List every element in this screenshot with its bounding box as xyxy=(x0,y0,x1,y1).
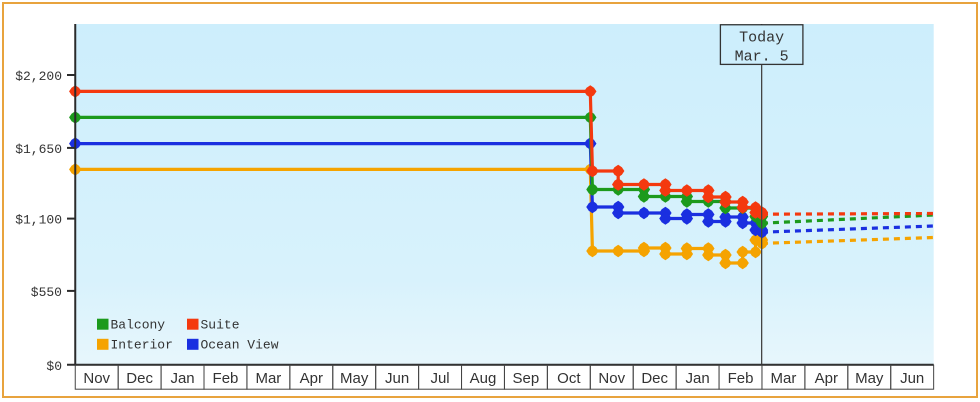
svg-text:Interior: Interior xyxy=(111,338,173,353)
svg-text:Ocean View: Ocean View xyxy=(201,338,279,353)
svg-text:Mar. 5: Mar. 5 xyxy=(735,49,789,66)
svg-text:Feb: Feb xyxy=(728,370,754,387)
svg-text:Nov: Nov xyxy=(598,370,625,387)
svg-text:Mar: Mar xyxy=(771,370,797,387)
svg-text:$1,100: $1,100 xyxy=(15,213,62,228)
svg-text:$550: $550 xyxy=(31,285,62,300)
svg-text:Mar: Mar xyxy=(255,370,281,387)
svg-text:Apr: Apr xyxy=(815,370,838,387)
svg-text:Aug: Aug xyxy=(470,370,497,387)
svg-text:Jan: Jan xyxy=(170,370,194,387)
svg-text:Today: Today xyxy=(739,30,784,47)
svg-text:Dec: Dec xyxy=(641,370,668,387)
svg-text:Oct: Oct xyxy=(557,370,581,387)
svg-text:Jul: Jul xyxy=(430,370,449,387)
svg-text:May: May xyxy=(855,370,884,387)
svg-text:Jan: Jan xyxy=(685,370,709,387)
svg-text:Jun: Jun xyxy=(385,370,409,387)
svg-text:Jun: Jun xyxy=(900,370,924,387)
svg-text:Apr: Apr xyxy=(300,370,323,387)
svg-text:Sep: Sep xyxy=(513,370,540,387)
svg-text:Feb: Feb xyxy=(213,370,239,387)
svg-text:$2,200: $2,200 xyxy=(15,69,62,84)
svg-text:May: May xyxy=(340,370,369,387)
svg-text:Nov: Nov xyxy=(83,370,110,387)
svg-text:Balcony: Balcony xyxy=(111,318,166,333)
svg-text:$0: $0 xyxy=(46,359,62,374)
svg-text:Dec: Dec xyxy=(126,370,153,387)
svg-text:$1,650: $1,650 xyxy=(15,142,62,157)
svg-text:Suite: Suite xyxy=(201,318,240,333)
